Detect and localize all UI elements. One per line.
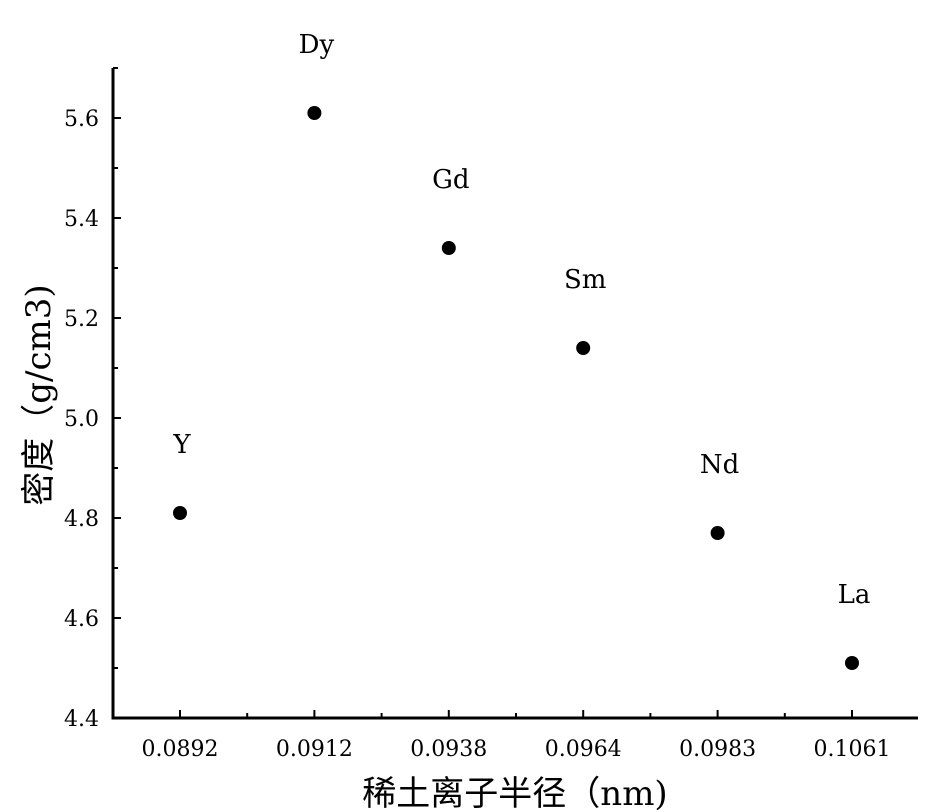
point-label: La bbox=[838, 580, 871, 610]
data-point bbox=[710, 526, 725, 540]
x-tick-label: 0.0964 bbox=[545, 737, 622, 762]
data-point bbox=[845, 656, 859, 670]
x-tick-label: 0.0983 bbox=[679, 737, 756, 762]
point-labels: Y Dy Gd Sm Nd La bbox=[172, 30, 870, 610]
point-label: Dy bbox=[299, 30, 335, 60]
x-tick-label: 0.0892 bbox=[142, 737, 219, 762]
y-tick-label: 4.4 bbox=[64, 707, 99, 732]
x-tick-label: 0.1061 bbox=[814, 737, 891, 762]
y-tick-label: 5.6 bbox=[64, 107, 99, 132]
x-tick-label: 0.0912 bbox=[276, 737, 353, 762]
y-axis-title: 密度（g/cm3) bbox=[19, 284, 59, 505]
data-point bbox=[307, 106, 322, 120]
data-point bbox=[441, 241, 456, 255]
point-label: Nd bbox=[700, 450, 739, 480]
y-tick-label: 4.8 bbox=[64, 507, 99, 532]
data-point bbox=[173, 506, 187, 520]
x-ticks: 0.0892 0.0912 0.0938 0.0964 0.0983 0.1061 bbox=[142, 710, 891, 762]
data-points bbox=[173, 106, 859, 670]
y-ticks: 4.4 4.6 4.8 5.0 5.2 5.4 5.6 bbox=[64, 67, 121, 732]
point-label: Gd bbox=[432, 165, 469, 195]
y-tick-label: 5.2 bbox=[64, 307, 99, 332]
x-axis-title: 稀土离子半径（nm) bbox=[362, 774, 667, 812]
data-point bbox=[576, 341, 591, 355]
point-label: Sm bbox=[564, 265, 606, 295]
x-tick-label: 0.0938 bbox=[410, 737, 487, 762]
point-label: Y bbox=[172, 430, 191, 460]
y-tick-label: 5.0 bbox=[64, 407, 99, 432]
y-tick-label: 4.6 bbox=[64, 607, 99, 632]
axes bbox=[111, 68, 918, 720]
y-tick-label: 5.4 bbox=[64, 207, 99, 232]
